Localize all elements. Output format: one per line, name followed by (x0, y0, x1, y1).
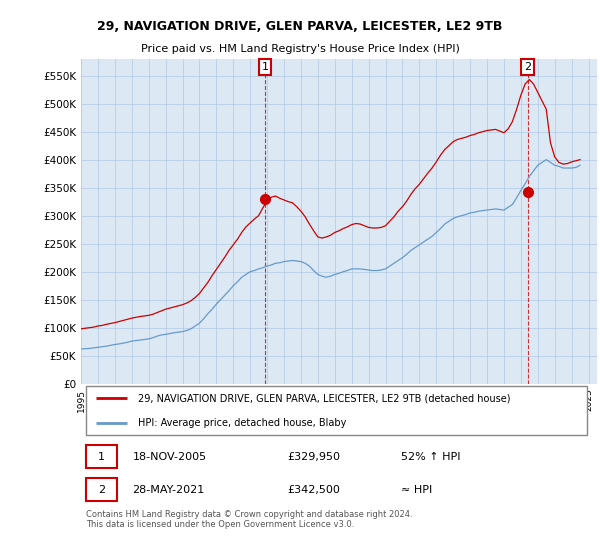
Text: ≈ HPI: ≈ HPI (401, 485, 432, 495)
Text: 1: 1 (98, 452, 105, 461)
Text: Price paid vs. HM Land Registry's House Price Index (HPI): Price paid vs. HM Land Registry's House … (140, 44, 460, 54)
FancyBboxPatch shape (86, 445, 117, 468)
Text: 18-NOV-2005: 18-NOV-2005 (133, 452, 207, 461)
Text: £342,500: £342,500 (287, 485, 340, 495)
Text: 29, NAVIGATION DRIVE, GLEN PARVA, LEICESTER, LE2 9TB: 29, NAVIGATION DRIVE, GLEN PARVA, LEICES… (97, 20, 503, 32)
Text: HPI: Average price, detached house, Blaby: HPI: Average price, detached house, Blab… (138, 418, 346, 427)
Text: Contains HM Land Registry data © Crown copyright and database right 2024.
This d: Contains HM Land Registry data © Crown c… (86, 510, 413, 529)
Text: 2: 2 (524, 62, 532, 72)
Text: £329,950: £329,950 (287, 452, 340, 461)
Text: 28-MAY-2021: 28-MAY-2021 (133, 485, 205, 495)
Text: 29, NAVIGATION DRIVE, GLEN PARVA, LEICESTER, LE2 9TB (detached house): 29, NAVIGATION DRIVE, GLEN PARVA, LEICES… (138, 393, 510, 403)
Text: 2: 2 (98, 485, 105, 495)
FancyBboxPatch shape (86, 478, 117, 501)
Text: 52% ↑ HPI: 52% ↑ HPI (401, 452, 460, 461)
Text: 1: 1 (262, 62, 269, 72)
FancyBboxPatch shape (86, 386, 587, 435)
